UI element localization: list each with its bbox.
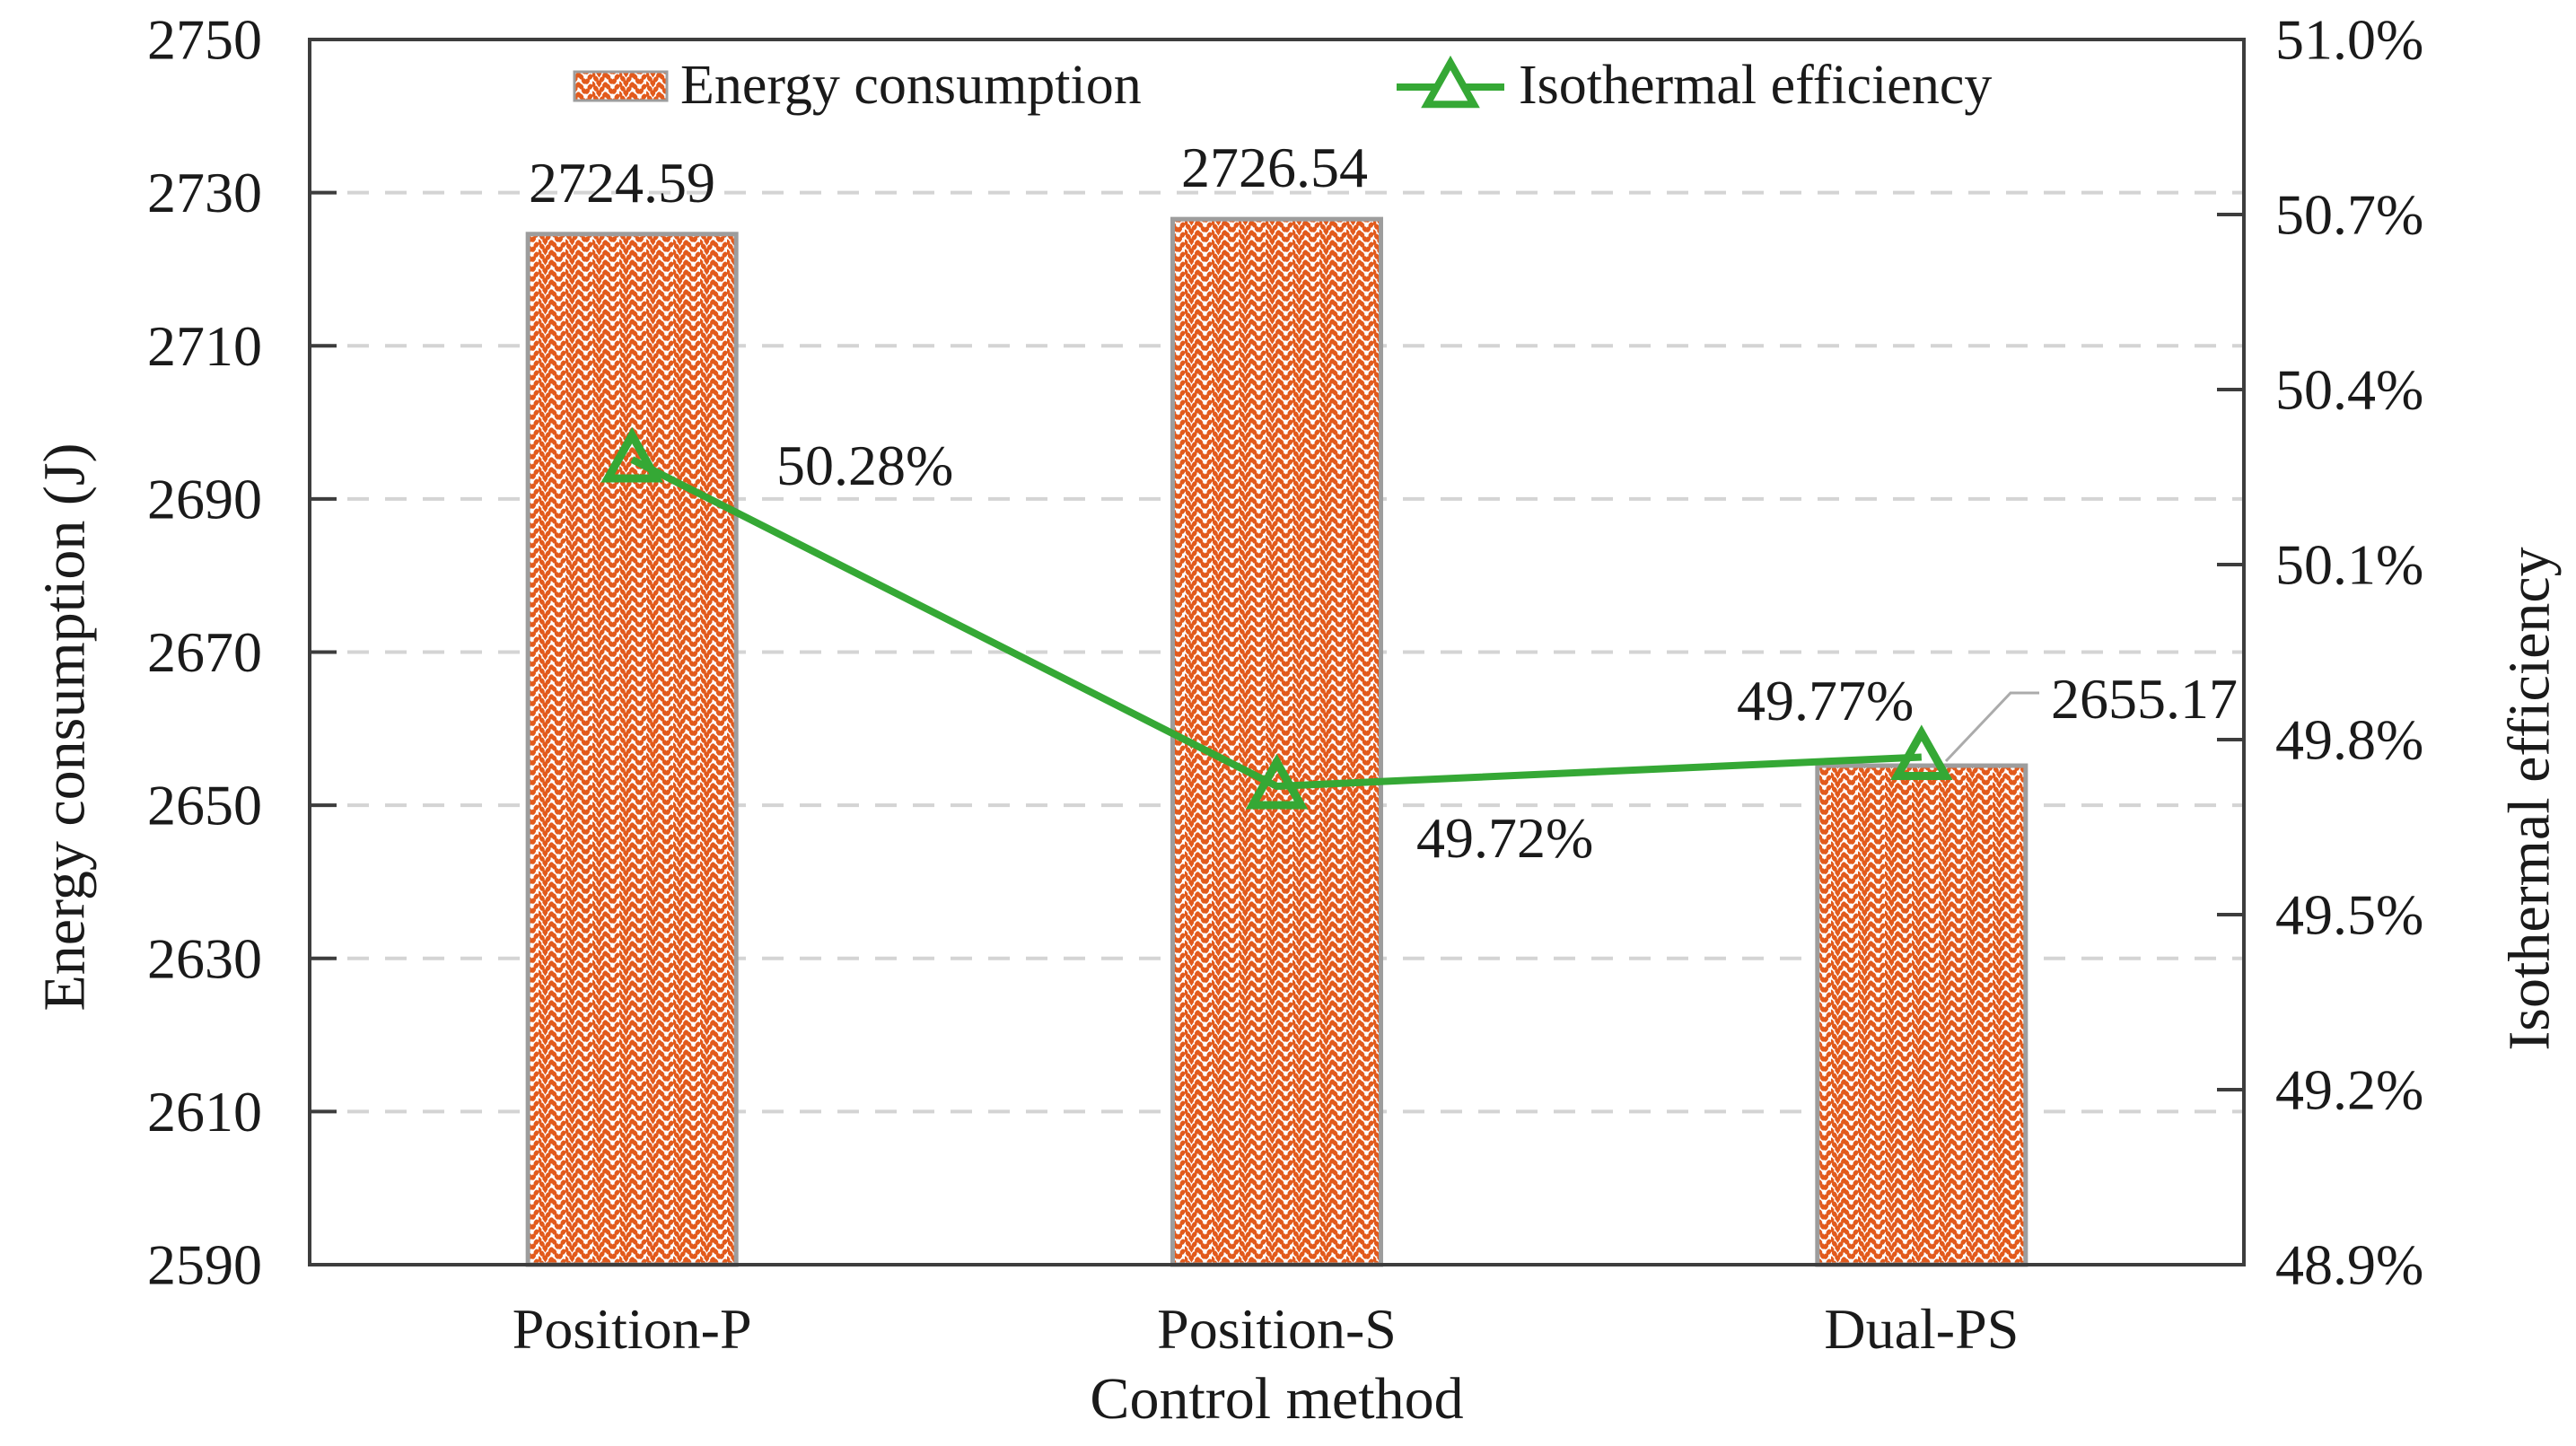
left-axis-tick-label: 2670 [147, 620, 262, 684]
bar-value-label: 2726.54 [1181, 136, 1368, 199]
efficiency-value-label: 49.77% [1737, 669, 1914, 732]
right-axis-tick-label: 49.5% [2275, 883, 2423, 947]
efficiency-value-label: 50.28% [776, 434, 953, 497]
leader-line [1944, 691, 2039, 763]
category-label: Position-P [513, 1297, 752, 1361]
efficiency-line [630, 456, 1923, 791]
energy-bar [1815, 763, 2028, 1267]
bar-series-layer [525, 216, 2028, 1267]
left-axis-tick-label: 2750 [147, 8, 262, 72]
left-axis-tick-label: 2730 [147, 161, 262, 224]
category-label: Position-S [1157, 1297, 1397, 1361]
legend-label-isothermal-efficiency: Isothermal efficiency [1519, 55, 1992, 116]
left-axis-tick-label: 2690 [147, 467, 262, 530]
right-axis-title: Isothermal efficiency [2497, 547, 2563, 1050]
right-axis-tick-label: 49.2% [2275, 1058, 2423, 1122]
x-axis-title: Control method [1090, 1366, 1463, 1432]
legend-label-energy-consumption: Energy consumption [680, 55, 1142, 116]
legend: Energy consumption Isothermal efficiency [573, 55, 1992, 116]
left-axis-title: Energy consumption (J) [32, 443, 98, 1011]
triangle-marker [1890, 724, 1953, 781]
axis-labels-layer: 2750 2730 2710 2690 2670 2650 2630 2610 2590 51.0… [32, 8, 2563, 1433]
right-axis-tick-label: 50.4% [2275, 358, 2423, 422]
energy-bar [525, 232, 739, 1267]
left-axis-tick-label: 2590 [147, 1233, 262, 1297]
left-axis-tick-label: 2650 [147, 774, 262, 837]
bar-value-label: 2655.17 [2051, 667, 2238, 731]
right-axis-tick-label: 50.7% [2275, 183, 2423, 247]
legend-swatch-energy-consumption [573, 70, 669, 102]
left-axis-tick-label: 2610 [147, 1080, 262, 1144]
efficiency-value-label: 49.72% [1416, 806, 1593, 870]
bar-value-label: 2724.59 [529, 151, 715, 215]
right-axis-tick-label: 51.0% [2275, 8, 2423, 72]
line-series-layer [600, 426, 1953, 810]
plot-border [308, 38, 2246, 1266]
triangle-marker [1245, 753, 1309, 810]
right-axis-tick-label: 49.8% [2275, 708, 2423, 772]
plot-frame-layer [308, 38, 2246, 1266]
triangle-marker [600, 426, 663, 483]
legend-triangle-marker [1421, 55, 1480, 109]
right-axis-tick-label: 48.9% [2275, 1233, 2423, 1297]
category-label: Dual-PS [1824, 1297, 2019, 1361]
left-axis-tick-label: 2710 [147, 314, 262, 378]
energy-bar [1170, 216, 1383, 1267]
data-labels-layer: 2724.59 2726.54 2655.17 50.28% 49.72% 49.77% [529, 136, 2238, 870]
left-axis-tick-label: 2630 [147, 926, 262, 990]
right-axis-tick-label: 50.1% [2275, 533, 2423, 597]
